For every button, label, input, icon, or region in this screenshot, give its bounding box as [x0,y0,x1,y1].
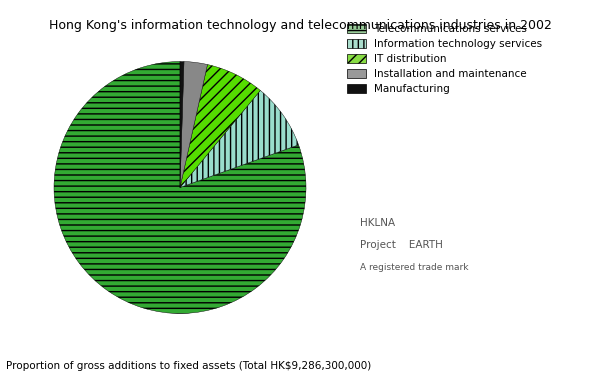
Wedge shape [180,64,260,188]
Text: Project    EARTH: Project EARTH [360,240,443,250]
Legend: Telecommunications services, Information technology services, IT distribution, I: Telecommunications services, Information… [347,24,542,94]
Wedge shape [54,62,306,314]
Text: HKLNA: HKLNA [360,217,395,228]
Text: Proportion of gross additions to fixed assets (Total HK$9,286,300,000): Proportion of gross additions to fixed a… [6,361,371,371]
Text: A registered trade mark: A registered trade mark [360,262,469,272]
Wedge shape [180,62,184,188]
Wedge shape [180,90,299,188]
Wedge shape [180,62,208,188]
Text: Hong Kong's information technology and telecommunications industries in 2002: Hong Kong's information technology and t… [49,19,551,32]
